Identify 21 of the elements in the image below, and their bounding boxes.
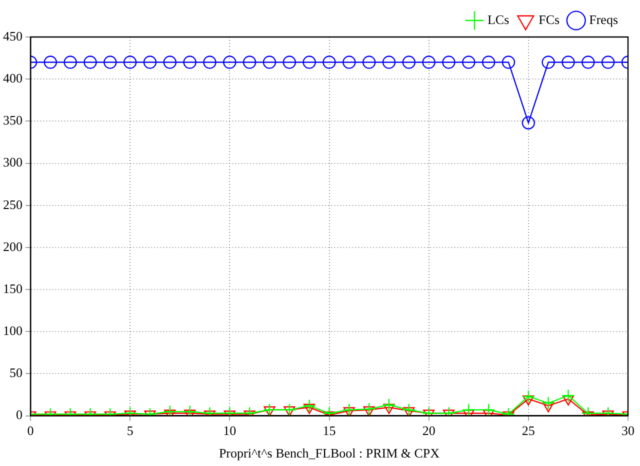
legend-label: FCs — [538, 12, 560, 27]
y-tick-label: 100 — [3, 323, 22, 338]
y-tick-label: 450 — [3, 28, 22, 44]
x-axis-title: Propri^t^s Bench_FLBool : PRIM & CPX — [218, 446, 440, 461]
y-tick-label: 350 — [3, 112, 22, 128]
legend-label: Freqs — [589, 12, 618, 27]
x-tick-label: 25 — [522, 423, 535, 438]
y-tick-label: 250 — [3, 196, 22, 212]
y-tick-label: 50 — [10, 365, 22, 380]
x-tick-label: 20 — [422, 423, 436, 438]
x-tick-label: 30 — [622, 423, 634, 438]
x-tick-label: 0 — [27, 423, 34, 438]
y-tick-label: 200 — [3, 238, 22, 254]
x-tick-label: 10 — [223, 423, 236, 438]
legend-label: LCs — [487, 12, 510, 27]
y-tick-label: 300 — [3, 154, 22, 170]
x-tick-label: 5 — [126, 423, 134, 438]
y-tick-label: 150 — [3, 280, 22, 296]
y-tick-label: 400 — [3, 70, 22, 86]
y-tick-label: 0 — [16, 407, 22, 422]
x-tick-label: 15 — [322, 423, 336, 438]
